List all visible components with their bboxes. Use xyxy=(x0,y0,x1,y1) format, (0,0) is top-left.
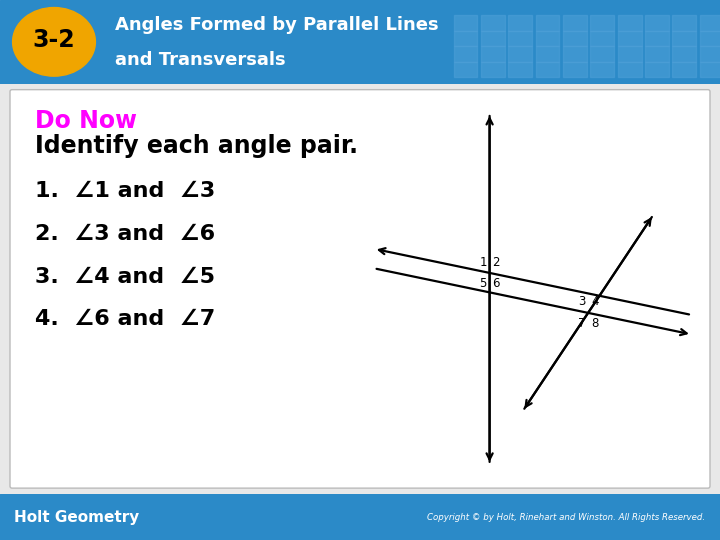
Text: 1.  ∠1 and  ∠3: 1. ∠1 and ∠3 xyxy=(35,181,215,201)
Bar xyxy=(563,62,587,77)
Bar xyxy=(645,46,669,62)
Bar xyxy=(618,31,642,46)
Bar xyxy=(645,16,669,31)
Text: 3: 3 xyxy=(578,295,585,308)
Text: 4: 4 xyxy=(591,295,598,308)
Bar xyxy=(672,46,696,62)
Bar xyxy=(700,62,720,77)
Text: 6: 6 xyxy=(492,278,500,291)
Bar xyxy=(508,16,532,31)
Text: 7: 7 xyxy=(577,318,585,330)
Text: 3.  ∠4 and  ∠5: 3. ∠4 and ∠5 xyxy=(35,267,215,287)
Text: Angles Formed by Parallel Lines: Angles Formed by Parallel Lines xyxy=(115,16,438,34)
Bar xyxy=(700,31,720,46)
Bar xyxy=(618,16,642,31)
Bar xyxy=(563,16,587,31)
Text: 4.  ∠6 and  ∠7: 4. ∠6 and ∠7 xyxy=(35,309,215,329)
Bar xyxy=(536,16,559,31)
Bar xyxy=(536,31,559,46)
Bar xyxy=(645,62,669,77)
Text: 5: 5 xyxy=(480,278,487,291)
Bar xyxy=(481,31,505,46)
Bar xyxy=(508,46,532,62)
Bar xyxy=(672,16,696,31)
Bar xyxy=(454,46,477,62)
Text: 8: 8 xyxy=(591,318,598,330)
Bar xyxy=(481,62,505,77)
Ellipse shape xyxy=(13,8,95,76)
Text: Do Now: Do Now xyxy=(35,109,137,132)
Bar xyxy=(618,62,642,77)
Bar xyxy=(700,46,720,62)
Text: 3-2: 3-2 xyxy=(32,28,76,52)
Bar xyxy=(645,31,669,46)
Bar xyxy=(563,46,587,62)
Bar xyxy=(454,16,477,31)
Bar xyxy=(481,46,505,62)
Bar xyxy=(672,62,696,77)
Text: and Transversals: and Transversals xyxy=(115,51,286,69)
Bar xyxy=(481,16,505,31)
Bar xyxy=(454,62,477,77)
Bar xyxy=(454,31,477,46)
Bar xyxy=(590,16,614,31)
Text: 2: 2 xyxy=(492,255,500,268)
FancyBboxPatch shape xyxy=(10,90,710,488)
Bar xyxy=(508,31,532,46)
Bar xyxy=(618,46,642,62)
Bar xyxy=(672,31,696,46)
Bar xyxy=(563,31,587,46)
Bar xyxy=(508,62,532,77)
Bar xyxy=(536,62,559,77)
Text: 1: 1 xyxy=(480,255,487,268)
Bar xyxy=(590,31,614,46)
Text: 2.  ∠3 and  ∠6: 2. ∠3 and ∠6 xyxy=(35,224,215,244)
Bar xyxy=(700,16,720,31)
Bar xyxy=(536,46,559,62)
Text: Holt Geometry: Holt Geometry xyxy=(14,510,140,524)
Text: Identify each angle pair.: Identify each angle pair. xyxy=(35,134,358,158)
Text: Copyright © by Holt, Rinehart and Winston. All Rights Reserved.: Copyright © by Holt, Rinehart and Winsto… xyxy=(428,512,706,522)
Bar xyxy=(590,46,614,62)
Bar xyxy=(590,62,614,77)
